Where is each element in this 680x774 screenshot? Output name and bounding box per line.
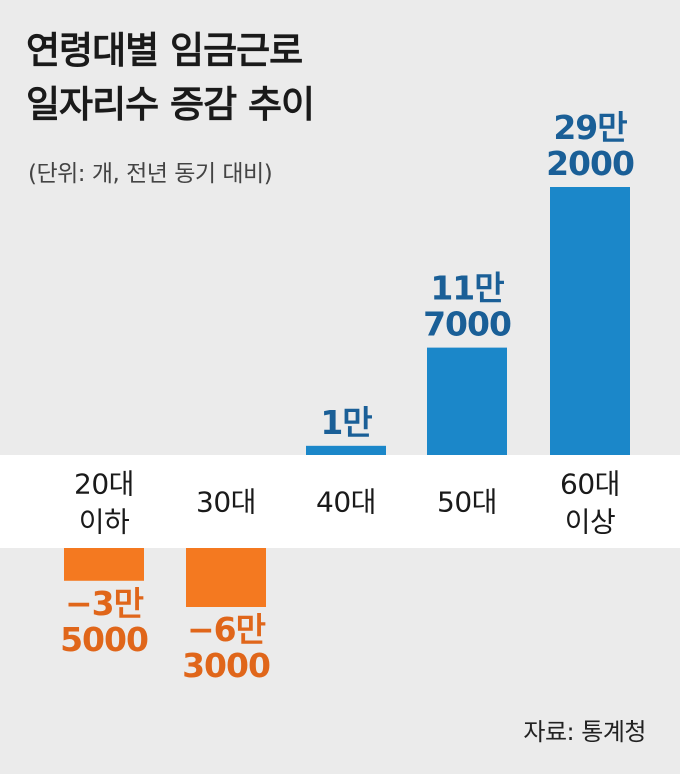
category-label-5-line-1: 60대 <box>560 468 620 501</box>
bar-3 <box>306 445 386 455</box>
category-label-5-line-2: 이상 <box>565 506 616 539</box>
category-label-4-line-1: 50대 <box>437 486 497 519</box>
bar-2 <box>186 548 266 607</box>
value-label-3-line-1: 1만 <box>320 403 372 442</box>
category-label-1-line-1: 20대 <box>74 468 134 501</box>
value-label-2-line-2: 3000 <box>182 646 270 685</box>
bar-1 <box>64 548 144 581</box>
category-label-2-line-1: 30대 <box>196 486 256 519</box>
category-label-1-line-2: 이하 <box>79 506 130 539</box>
value-label-5-line-2: 2000 <box>546 144 634 183</box>
category-label-3-line-1: 40대 <box>316 486 376 519</box>
value-label-4-line-2: 7000 <box>423 305 511 344</box>
value-label-1-line-2: 5000 <box>60 620 148 659</box>
bar-4 <box>427 347 507 455</box>
value-label-4-line-1: 11만 <box>430 269 504 308</box>
value-label-5-line-1: 29만 <box>553 108 627 147</box>
bar-5 <box>550 187 630 455</box>
unit-note: (단위: 개, 전년 동기 대비) <box>28 161 273 187</box>
value-label-2-line-1: −6만 <box>187 610 266 649</box>
source-note: 자료: 통계청 <box>523 718 646 746</box>
category-band <box>0 455 680 548</box>
chart-title-line-2: 일자리수 증감 추이 <box>26 83 315 126</box>
chart-title-line-1: 연령대별 임금근로 <box>26 29 303 72</box>
value-label-1-line-1: −3만 <box>65 584 144 623</box>
